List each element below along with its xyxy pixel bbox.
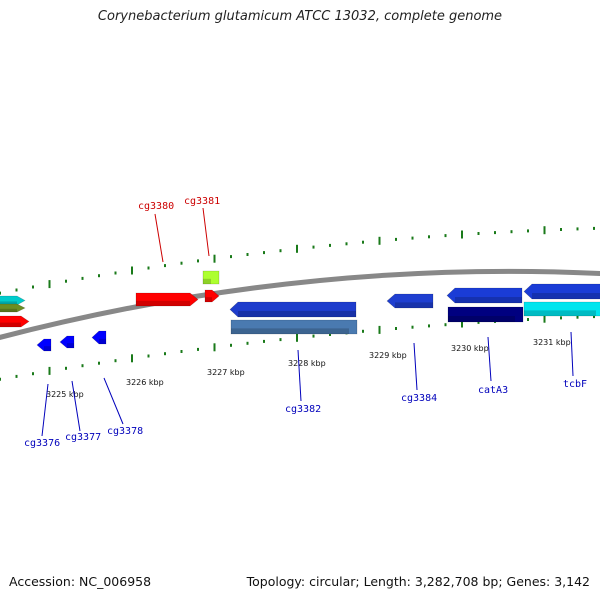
gene-label-cg3384[interactable]: cg3384 (401, 393, 437, 404)
feature-shading (532, 293, 600, 299)
feature-shading (0, 322, 21, 327)
gene-label-cg3381[interactable]: cg3381 (184, 196, 220, 207)
gene-label-catA3[interactable]: catA3 (478, 385, 508, 396)
gene-labels: cg3380 cg3381 cg3376 cg3377 cg3378 cg338… (24, 196, 587, 449)
tick-label: 3231 kbp (533, 338, 571, 347)
tick-label: 3229 kbp (369, 351, 407, 360)
gene-feature-reverse[interactable] (523, 283, 600, 300)
gene-label-leaders (41, 207, 574, 437)
gene-feature-reverse[interactable] (59, 335, 75, 349)
gene-label-cg3376[interactable]: cg3376 (24, 438, 60, 449)
gene-feature-reverse[interactable] (386, 293, 434, 309)
feature-shading (231, 328, 349, 334)
feature-shading (203, 278, 211, 284)
feature-shading (524, 310, 596, 316)
feature-shading (99, 338, 106, 344)
gene-label-cg3377[interactable]: cg3377 (65, 432, 101, 443)
gene-label-cg3382[interactable]: cg3382 (285, 404, 321, 415)
feature-shading (205, 297, 212, 302)
feature-shading (455, 297, 522, 303)
gene-feature-reverse[interactable] (91, 330, 107, 345)
feature-shading (238, 311, 356, 317)
tick-label: 3226 kbp (126, 378, 164, 387)
feature-shading (136, 300, 190, 306)
feature-shading (44, 346, 51, 351)
tick-label: 3227 kbp (207, 368, 245, 377)
gene-feature-reverse[interactable] (446, 287, 523, 304)
leader-line (103, 377, 124, 425)
leader-line (297, 349, 302, 402)
gene-label-cg3378[interactable]: cg3378 (107, 426, 143, 437)
tick-label: 3225 kbp (46, 390, 84, 399)
page-title: Corynebacterium glutamicum ATCC 13032, c… (97, 9, 503, 24)
feature-shading (67, 343, 74, 348)
feature-shading (0, 301, 17, 305)
gene-feature-forward[interactable] (0, 315, 30, 328)
gene-feature-reverse[interactable] (36, 338, 52, 352)
feature-shading (395, 302, 433, 308)
gene-feature-reverse[interactable] (447, 306, 524, 323)
feature-track (0, 270, 600, 352)
accession-text: Accession: NC_006958 (9, 574, 152, 589)
leader-line (570, 331, 574, 377)
leader-line (154, 213, 164, 263)
leader-line (487, 336, 492, 382)
feature-shading (448, 316, 515, 322)
leader-line (71, 380, 81, 432)
topology-text: Topology: circular; Length: 3,282,708 bp… (246, 574, 590, 589)
gene-label-cg3380[interactable]: cg3380 (138, 201, 174, 212)
gene-feature-forward[interactable] (204, 289, 220, 303)
gene-feature-forward[interactable] (0, 295, 26, 306)
tick-label: 3228 kbp (288, 359, 326, 368)
leader-line (413, 342, 418, 391)
gene-feature-forward[interactable] (202, 270, 220, 285)
gene-feature-reverse[interactable] (229, 301, 357, 318)
gene-feature-reverse[interactable] (523, 301, 600, 317)
leader-line (41, 383, 49, 437)
gene-label-tcbF[interactable]: tcbF (563, 379, 587, 390)
tick-label: 3230 kbp (451, 344, 489, 353)
genome-backbone (0, 268, 600, 340)
tick-labels: 3225 kbp 3226 kbp 3227 kbp 3228 kbp 3229… (46, 338, 571, 399)
gene-feature-reverse[interactable] (230, 319, 358, 335)
outer-tick-ruler (0, 226, 595, 295)
feature-shading (0, 308, 17, 312)
gene-feature-forward[interactable] (0, 303, 26, 313)
leader-line (202, 207, 210, 257)
gene-feature-forward[interactable] (135, 292, 199, 307)
